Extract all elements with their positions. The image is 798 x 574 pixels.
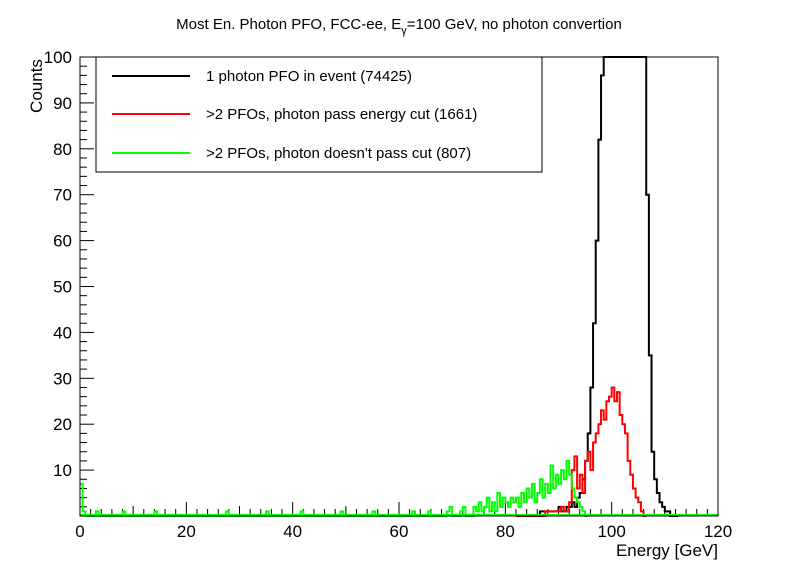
y-tick-label: 50 (53, 278, 72, 297)
chart-title: Most En. Photon PFO, FCC-ee, Eγ=100 GeV,… (176, 16, 622, 37)
x-tick-label: 20 (177, 522, 196, 541)
x-tick-label: 0 (75, 522, 84, 541)
legend-label-2: >2 PFOs, photon pass energy cut (1661) (206, 106, 477, 123)
y-tick-label: 70 (53, 186, 72, 205)
legend-label-1: 1 photon PFO in event (74425) (206, 68, 412, 85)
y-axis: 10 20 30 40 50 60 70 80 90 100 (44, 48, 94, 508)
series-3-line (80, 459, 588, 517)
legend: 1 photon PFO in event (74425) >2 PFOs, ph… (95, 56, 543, 173)
y-axis-title: Counts (27, 59, 46, 113)
x-tick-label: 60 (390, 522, 409, 541)
y-tick-label: 10 (53, 461, 72, 480)
title-suffix: =100 GeV, no photon convertion (407, 16, 622, 33)
y-tick-label: 90 (53, 94, 72, 113)
x-tick-label: 120 (704, 522, 732, 541)
x-tick-label: 100 (597, 522, 625, 541)
y-tick-label: 30 (53, 369, 72, 388)
y-tick-label: 80 (53, 140, 72, 159)
y-tick-label: 20 (53, 415, 72, 434)
y-tick-label: 40 (53, 323, 72, 342)
title-prefix: Most En. Photon PFO, FCC-ee, E (176, 16, 401, 33)
x-tick-label: 40 (283, 522, 302, 541)
x-tick-label: 80 (496, 522, 515, 541)
legend-label-3: >2 PFOs, photon doesn't pass cut (807) (206, 145, 471, 162)
y-tick-label: 100 (44, 48, 72, 67)
series-layer (80, 56, 718, 517)
x-axis: 0 20 40 60 80 100 120 (75, 502, 732, 541)
series-2-line (515, 386, 647, 517)
y-tick-label: 60 (53, 232, 72, 251)
series-1-line (526, 56, 679, 517)
title-subscript: γ (401, 25, 407, 37)
x-axis-title: Energy [GeV] (616, 541, 718, 560)
